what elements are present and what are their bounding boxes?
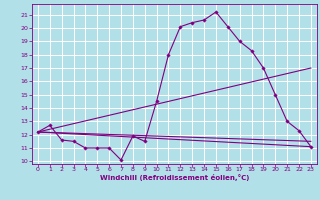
X-axis label: Windchill (Refroidissement éolien,°C): Windchill (Refroidissement éolien,°C) [100,174,249,181]
